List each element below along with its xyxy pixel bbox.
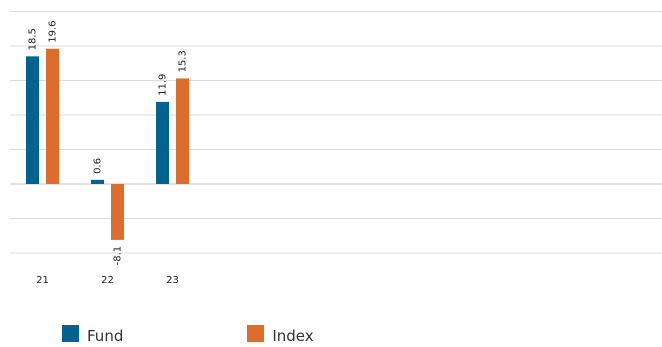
x-tick-label-22: 22 xyxy=(101,275,114,286)
data-label-fund-22: 0.6 xyxy=(93,158,104,174)
bar-index-22 xyxy=(111,184,124,240)
x-tick-label-21: 21 xyxy=(36,275,49,286)
bar-fund-21 xyxy=(26,56,39,184)
bar-index-23 xyxy=(176,78,189,184)
legend-label-fund: Fund xyxy=(87,327,124,345)
legend-item-fund: Fund xyxy=(62,325,124,345)
data-label-index-22: -8.1 xyxy=(113,246,124,266)
legend-swatch-index xyxy=(247,325,265,342)
bar-index-21 xyxy=(46,48,59,185)
legend-item-index: Index xyxy=(247,325,314,345)
bar-fund-22 xyxy=(91,179,104,184)
data-label-fund-23: 11.9 xyxy=(158,74,169,96)
bar-fund-23 xyxy=(156,101,169,184)
data-label-index-23: 15.3 xyxy=(178,50,189,72)
data-label-fund-21: 18.5 xyxy=(28,28,39,50)
data-label-index-21: 19.6 xyxy=(48,20,59,42)
legend: Fund Index xyxy=(62,325,438,345)
x-tick-label-23: 23 xyxy=(166,275,179,286)
legend-swatch-fund xyxy=(62,325,79,342)
legend-label-index: Index xyxy=(272,327,314,345)
